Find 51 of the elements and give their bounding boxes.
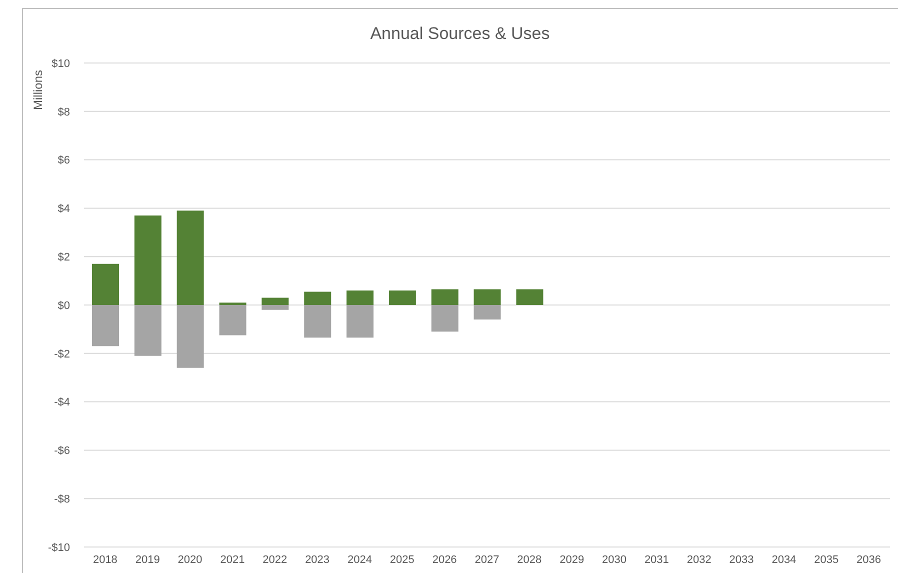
bar [92, 305, 119, 346]
x-tick-label: 2025 [390, 554, 414, 566]
y-tick-label: $4 [58, 203, 70, 216]
y-tick-label: $6 [58, 154, 70, 167]
x-tick-label: 2031 [644, 554, 669, 566]
x-tick-label: 2035 [814, 554, 839, 566]
bar [176, 210, 204, 305]
bar [134, 215, 162, 305]
bar [431, 289, 458, 305]
y-tick-label: -$6 [54, 445, 70, 458]
y-axis-title: Millions [31, 70, 45, 110]
bar [516, 289, 544, 305]
y-tick-label: $0 [58, 300, 70, 312]
y-tick-label: -$10 [48, 542, 70, 554]
bar [304, 305, 332, 338]
x-tick-label: 2021 [220, 554, 245, 566]
bar [219, 305, 246, 336]
x-tick-label: 2034 [772, 554, 796, 566]
bar [134, 305, 162, 356]
x-tick-label: 2019 [135, 554, 160, 566]
y-tick-label: -$4 [54, 396, 70, 409]
x-tick-label: 2026 [432, 554, 457, 566]
y-tick-label: -$2 [54, 348, 70, 360]
x-tick-label: 2030 [602, 554, 627, 566]
y-tick-label: $8 [58, 106, 70, 118]
bar [92, 264, 119, 305]
y-tick-label: -$8 [54, 494, 70, 506]
bar [431, 305, 458, 332]
x-tick-label: 2028 [517, 554, 542, 566]
bar [474, 305, 501, 320]
bar [176, 305, 204, 368]
x-tick-label: 2027 [474, 554, 500, 566]
x-tick-label: 2024 [347, 554, 372, 566]
x-tick-label: 2036 [856, 554, 882, 566]
x-tick-label: 2018 [92, 554, 118, 566]
bar [262, 298, 289, 305]
x-tick-label: 2029 [560, 554, 584, 566]
bar [304, 292, 332, 305]
x-tick-label: 2032 [686, 554, 712, 566]
x-tick-label: 2022 [262, 554, 288, 566]
x-tick-label: 2023 [305, 554, 330, 566]
bar [346, 290, 374, 305]
chart-title: Annual Sources & Uses [369, 24, 551, 44]
bar [346, 305, 374, 338]
y-tick-label: $2 [58, 252, 70, 264]
x-tick-label: 2033 [729, 554, 754, 566]
y-tick-label: $10 [52, 58, 70, 70]
bar [262, 305, 289, 310]
x-tick-label: 2020 [178, 554, 202, 566]
bar [388, 290, 416, 305]
bar [474, 289, 501, 305]
